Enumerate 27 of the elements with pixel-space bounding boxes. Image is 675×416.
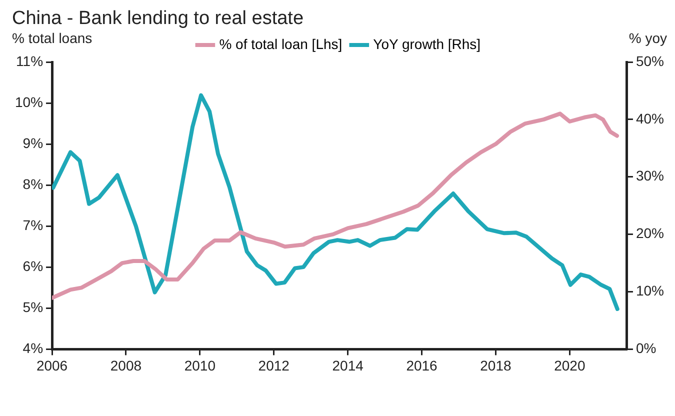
legend-label: YoY growth [Rhs] [373, 36, 481, 52]
y-tick-label: 6% [22, 258, 44, 274]
legend-label: % of total loan [Lhs] [219, 36, 342, 52]
y2-tick-label: 50% [636, 52, 664, 69]
y2-tick-label: 40% [636, 110, 664, 126]
x-tick-label: 2016 [406, 357, 438, 374]
x-tick-label: 2020 [554, 357, 586, 374]
y-tick-label: 11% [16, 52, 44, 69]
x-tick-label: 2008 [110, 357, 142, 374]
y-tick-label: 5% [22, 299, 44, 316]
x-tick-label: 2012 [258, 357, 290, 374]
x-tick-label: 2010 [184, 357, 216, 374]
y-axis-title: % total loans [12, 30, 92, 48]
y2-axis-title: % yoy [628, 30, 667, 48]
chart-title: China - Bank lending to real estate [12, 8, 305, 30]
x-tick-label: 2014 [332, 357, 364, 374]
x-tick-label: 2018 [480, 357, 512, 374]
y2-tick-label: 20% [636, 225, 664, 242]
y-tick-label: 4% [22, 340, 44, 356]
y2-tick-label: 10% [636, 282, 664, 299]
y-tick-label: 10% [14, 94, 44, 110]
y2-tick-label: 30% [636, 168, 664, 184]
y2-tick-label: 0% [636, 340, 656, 356]
y-tick-label: 7% [22, 216, 44, 233]
y-tick-label: 8% [22, 176, 44, 192]
y-tick-label: 9% [22, 134, 44, 151]
x-tick-label: 2006 [36, 357, 68, 374]
